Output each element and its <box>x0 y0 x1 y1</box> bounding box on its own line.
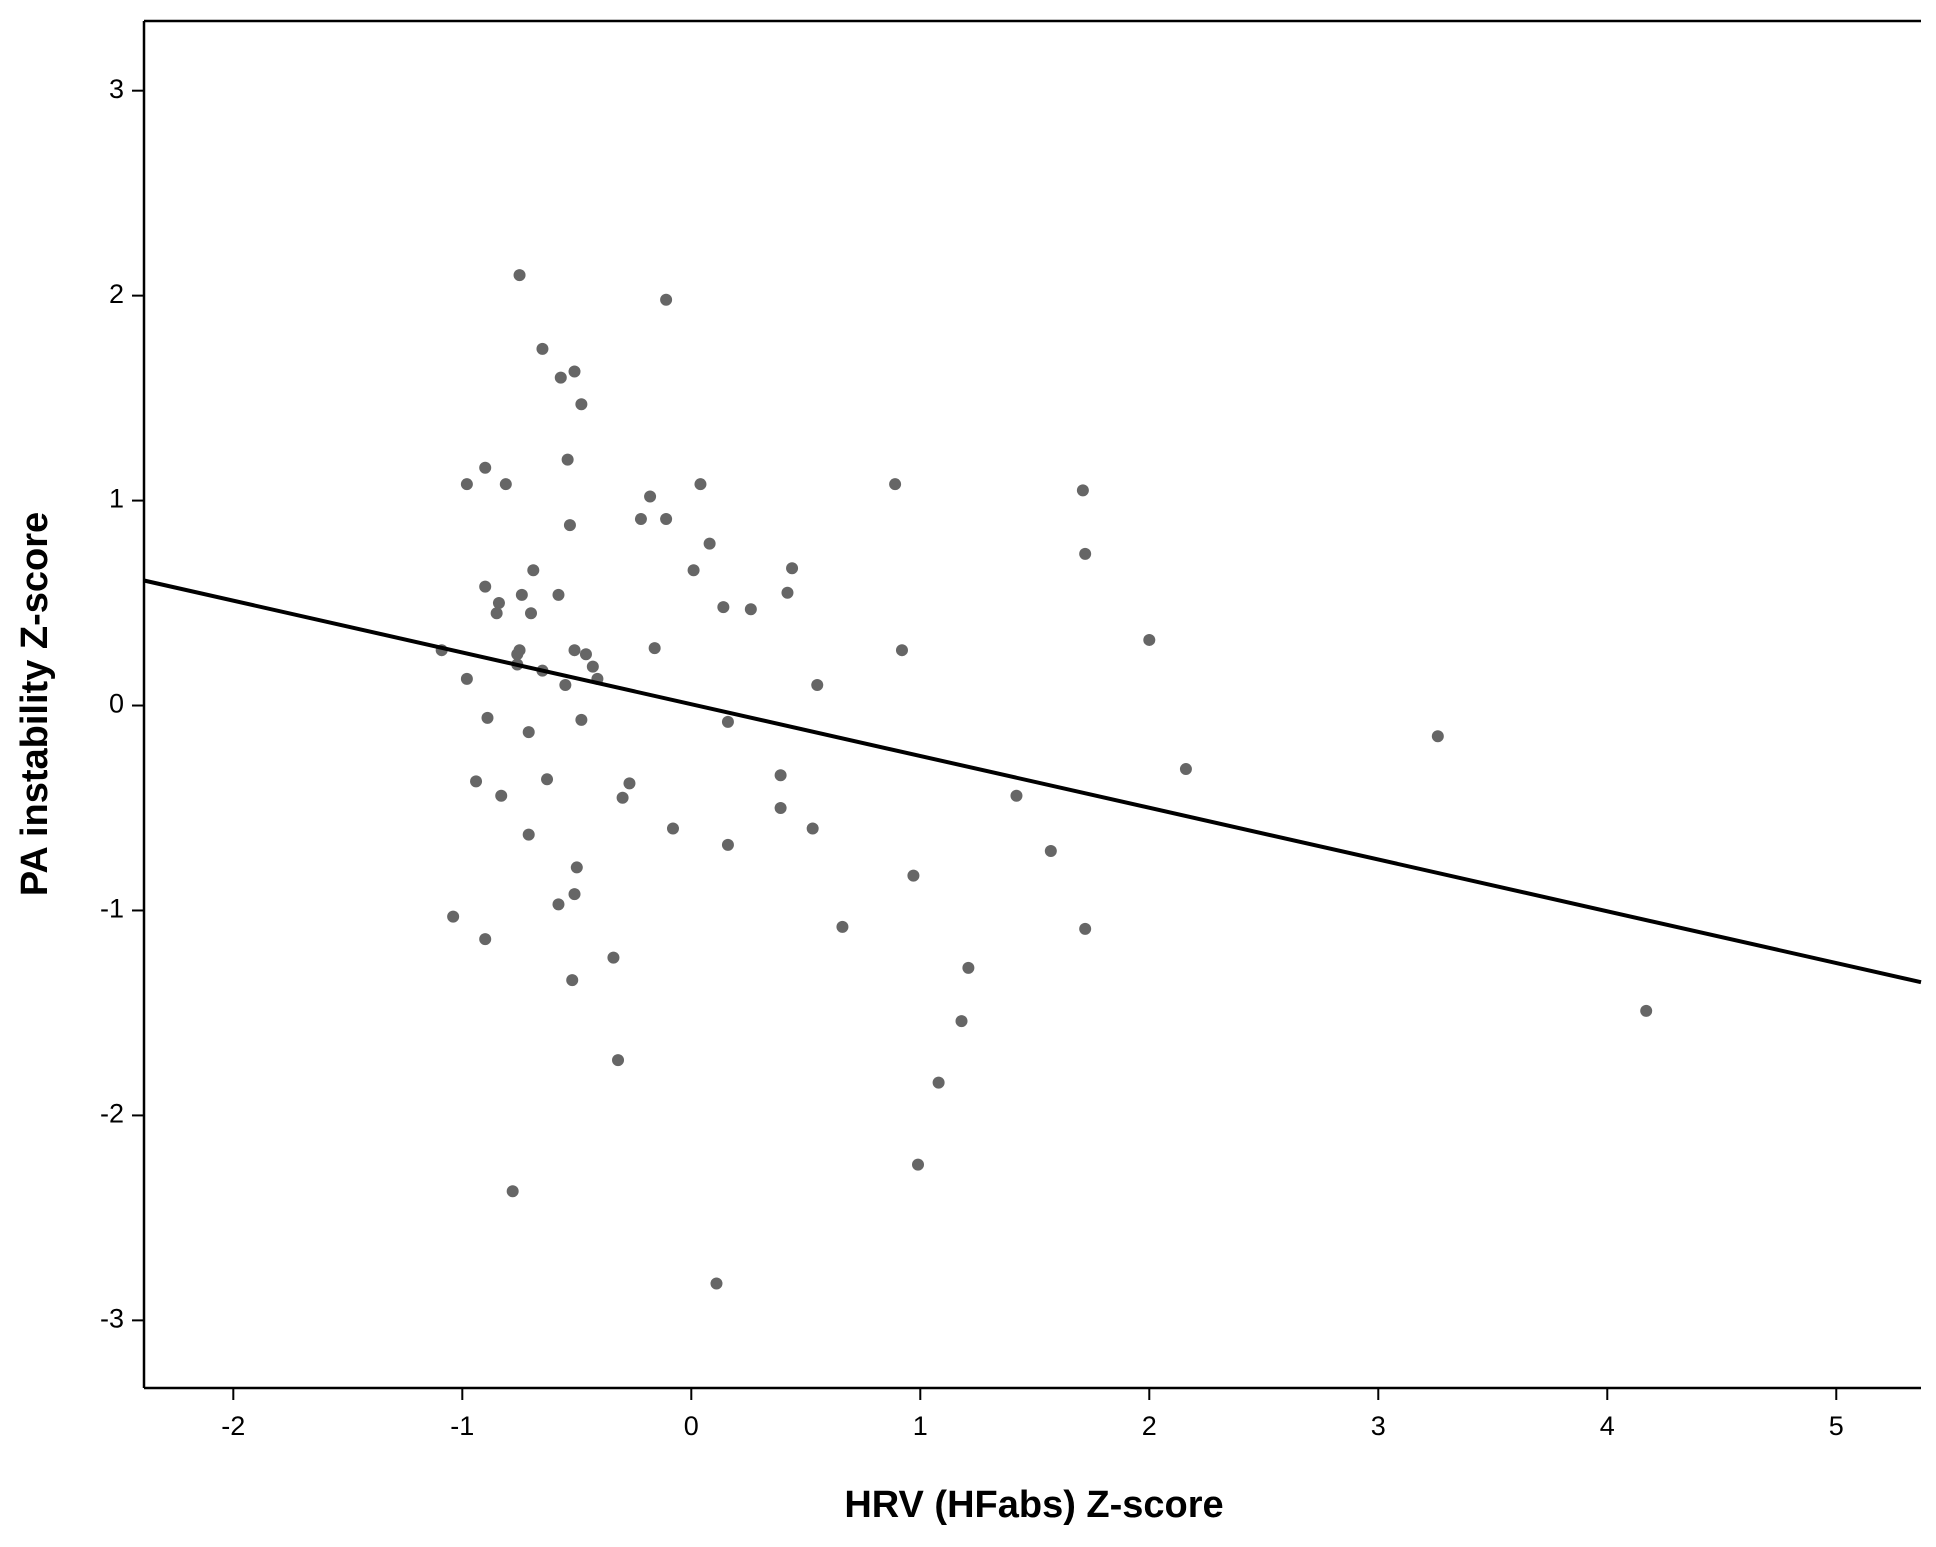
point <box>786 562 799 575</box>
point <box>607 951 620 964</box>
x-tick-label: 1 <box>913 1411 928 1441</box>
point <box>447 910 460 923</box>
point <box>1640 1004 1653 1017</box>
point <box>1010 789 1023 802</box>
point <box>660 293 673 306</box>
point <box>481 711 494 724</box>
point <box>660 513 673 526</box>
x-tick-label: 2 <box>1142 1411 1157 1441</box>
point <box>1079 547 1092 560</box>
x-axis-title: HRV (HFabs) Z-score <box>844 1484 1223 1526</box>
y-tick-label: 0 <box>109 689 124 719</box>
y-tick-label: -1 <box>100 894 124 924</box>
point <box>492 597 505 610</box>
point <box>479 461 492 474</box>
point <box>1079 922 1092 935</box>
point <box>962 961 975 974</box>
point <box>513 269 526 282</box>
point <box>460 672 473 685</box>
x-tick-label: 3 <box>1371 1411 1386 1441</box>
point <box>616 791 629 804</box>
point <box>525 607 538 620</box>
point <box>470 775 483 788</box>
point <box>895 644 908 657</box>
point <box>563 519 576 532</box>
y-tick-label: -3 <box>100 1303 124 1333</box>
point <box>1044 845 1057 858</box>
point <box>586 660 599 673</box>
point <box>644 490 657 503</box>
point <box>721 715 734 728</box>
point <box>774 769 787 782</box>
point <box>634 513 647 526</box>
point <box>612 1054 625 1067</box>
point <box>522 726 535 739</box>
point <box>568 644 581 657</box>
y-tick-label: -2 <box>100 1099 124 1129</box>
point <box>703 537 716 550</box>
point <box>522 828 535 841</box>
y-tick-label: 3 <box>109 74 124 104</box>
point <box>1076 484 1089 497</box>
point <box>932 1076 945 1089</box>
y-tick-label: 2 <box>109 279 124 309</box>
point <box>460 478 473 491</box>
x-tick-label: 4 <box>1600 1411 1615 1441</box>
point <box>1431 730 1444 743</box>
y-axis-title: PA instability Z-score <box>14 512 56 896</box>
x-tick-label: -2 <box>221 1411 245 1441</box>
point <box>559 679 572 692</box>
point <box>687 564 700 577</box>
point <box>955 1015 968 1028</box>
point <box>912 1158 925 1171</box>
point <box>570 861 583 874</box>
point <box>575 713 588 726</box>
point <box>552 588 565 601</box>
point <box>554 371 567 384</box>
point <box>527 564 540 577</box>
fit-line <box>143 578 1922 985</box>
y-tick-label: 1 <box>109 484 124 514</box>
point <box>536 342 549 355</box>
point <box>836 920 849 933</box>
point <box>515 588 528 601</box>
point <box>479 580 492 593</box>
point <box>666 822 679 835</box>
point <box>811 679 824 692</box>
point <box>721 838 734 851</box>
point <box>513 644 526 657</box>
point <box>561 453 574 466</box>
point <box>744 603 757 616</box>
point <box>479 933 492 946</box>
point <box>806 822 819 835</box>
point <box>568 888 581 901</box>
x-tick-label: 0 <box>684 1411 699 1441</box>
point <box>541 773 554 786</box>
point <box>568 365 581 378</box>
point <box>566 974 579 987</box>
point <box>694 478 707 491</box>
point <box>499 478 512 491</box>
point <box>506 1185 519 1198</box>
point <box>495 789 508 802</box>
point <box>774 801 787 814</box>
point <box>648 642 661 655</box>
point <box>1179 763 1192 776</box>
point <box>889 478 902 491</box>
point <box>717 601 730 614</box>
x-tick-label: -1 <box>450 1411 474 1441</box>
point <box>552 898 565 911</box>
point <box>907 869 920 882</box>
x-tick-label: 5 <box>1829 1411 1844 1441</box>
point <box>1143 633 1156 646</box>
point <box>781 586 794 599</box>
point <box>579 648 592 661</box>
point <box>710 1277 723 1290</box>
point <box>575 398 588 411</box>
point <box>623 777 636 790</box>
point <box>490 607 503 620</box>
